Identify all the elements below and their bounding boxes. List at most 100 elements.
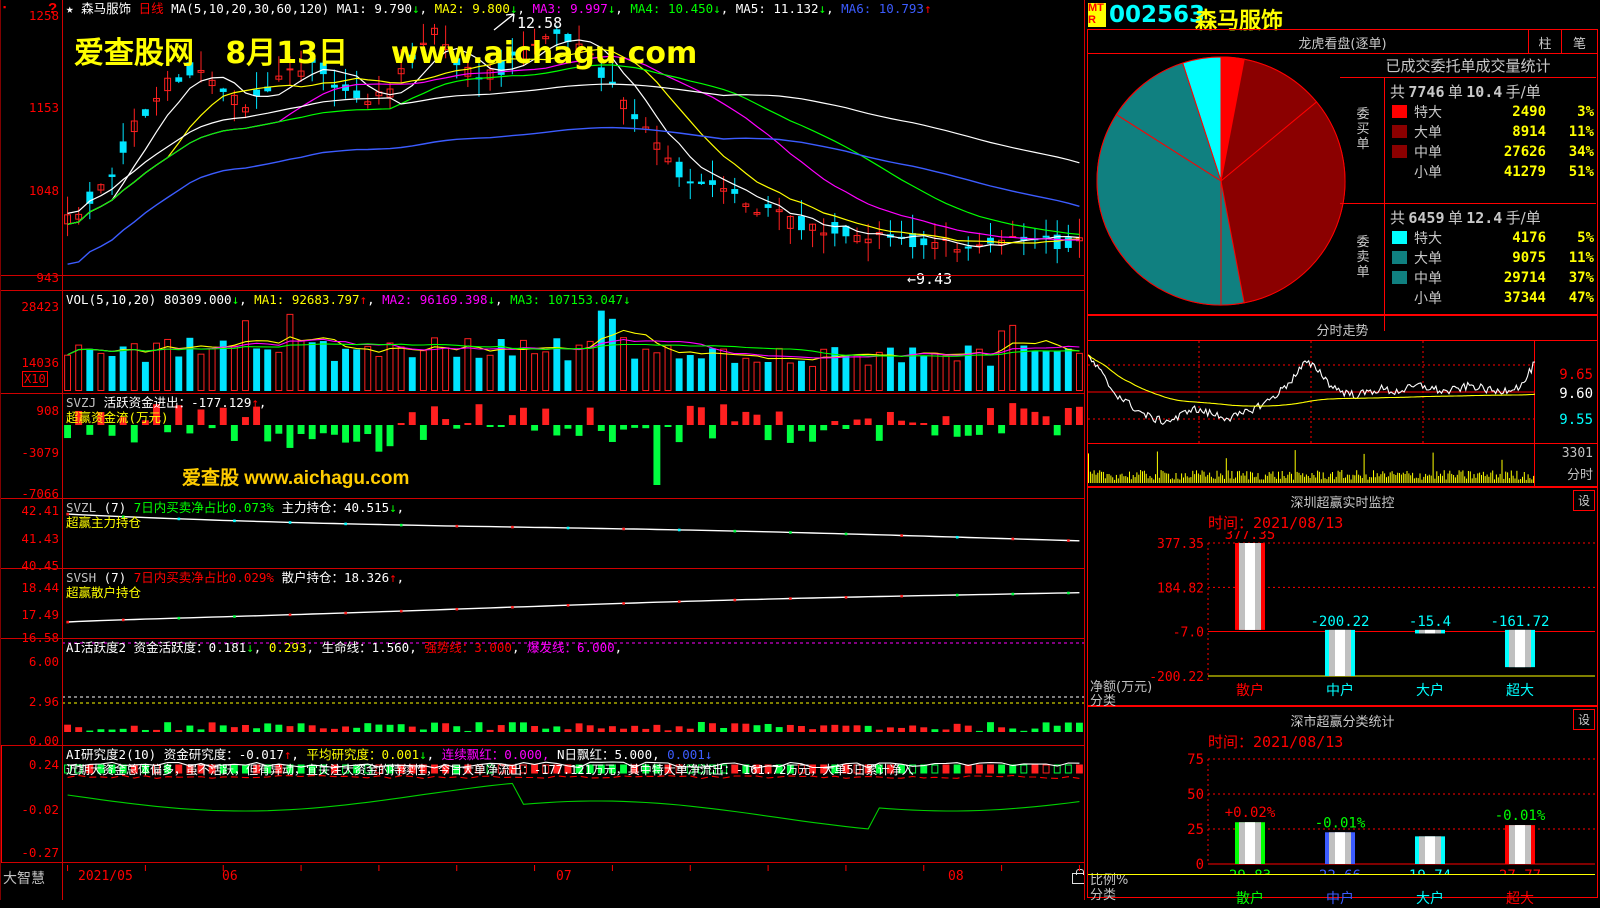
realtime-monitor-time: 时间：2021/08/13 xyxy=(1208,512,1343,533)
sell-summary-count: 6459 xyxy=(1408,209,1445,227)
svzj-panel[interactable]: SVZJ 活跃资金进出：-177.129↑, 超赢资金流(万元) 爱查股 www… xyxy=(62,395,1085,498)
sell-side-label: 委卖单 xyxy=(1356,235,1370,280)
svsh-ytick-2: 16.58 xyxy=(21,630,59,645)
intraday-svg xyxy=(1087,341,1536,443)
right-info-area: MT R 002563 森马服饰 龙虎看盘(逐单) 柱 笔 已成交委托单成交量统… xyxy=(1085,0,1600,907)
cursor-marker-icon: ▪ xyxy=(3,2,7,12)
classification-settings-button[interactable]: 设 xyxy=(1572,709,1595,730)
sell-swatch-1 xyxy=(1392,251,1407,264)
sell-row-2-pct: 37% xyxy=(1568,270,1594,286)
svg-text:-15.4: -15.4 xyxy=(1409,614,1451,630)
buy-row-3-name: 小单 xyxy=(1414,165,1442,181)
buy-swatch-0 xyxy=(1392,105,1407,118)
classification-baseline xyxy=(1088,874,1595,875)
ma3-arrow: ↓ xyxy=(607,1,616,16)
svzl-code: SVZL xyxy=(66,500,97,515)
ma4-arrow: ↓ xyxy=(713,1,721,16)
ai-activity-panel[interactable]: AI活跃度2 资金活跃度：0.181↓, 0.293, 生命线：1.560, 强… xyxy=(62,640,1085,745)
svg-text:377.35: 377.35 xyxy=(1225,531,1276,543)
classification-xlabel: 分类 xyxy=(1090,888,1117,903)
order-pie-chart xyxy=(1096,56,1346,309)
help-marker-icon[interactable]: ? xyxy=(48,0,58,17)
buy-swatch-1 xyxy=(1392,125,1407,138)
intraday-price-canvas xyxy=(1087,341,1536,446)
svsh-ytick-0: 18.44 xyxy=(21,580,59,595)
intraday-panel[interactable]: 分时走势 9.65 9.60 9.55 3301 分时 xyxy=(1087,315,1598,487)
order-tab-bi[interactable]: 笔 xyxy=(1561,30,1597,53)
ma5-arrow: ↓ xyxy=(818,1,827,16)
table-row[interactable]: 小单 41279 51% xyxy=(1390,162,1596,182)
realtime-monitor-svg: 377.35 184.82 -7.0 -200.22 377.35 -200.22 -15.… xyxy=(1149,531,1595,685)
classification-panel[interactable]: 深市超赢分类统计 设 时间：2021/08/13 75 50 25 0 +0.02% 29… xyxy=(1087,706,1598,907)
ma2-label: MA2: 9.800 xyxy=(434,1,510,16)
ai-research-panel[interactable]: AI研究度2(10) 资金研究度：-0.017↑, 平均研究度：0.001↓, … xyxy=(62,747,1085,862)
ai-activity-f3-label: 生命线： xyxy=(321,640,372,655)
kline-canvas xyxy=(64,23,1083,265)
volume-ytick-0: 28423 xyxy=(21,299,59,314)
table-row[interactable]: 特大 4176 5% xyxy=(1390,228,1596,248)
volume-panel[interactable]: VOL(5,10,20) 80309.000↓, MA1: 92683.797↑… xyxy=(62,292,1085,393)
buy-row-0-name: 特大 xyxy=(1414,105,1442,121)
svsh-sub: 超赢散户持仓 xyxy=(66,585,142,600)
ai-activity-f4-label: 强势线： xyxy=(424,640,475,655)
classification-category-2: 大户 xyxy=(1416,891,1444,907)
market-badge-top: MT xyxy=(1088,2,1104,14)
buy-row-3-count: 41279 xyxy=(1503,164,1546,180)
volume-scale-badge: X10 xyxy=(22,371,48,387)
svzl-ytick-1: 41.43 xyxy=(21,531,59,546)
table-row[interactable]: 小单 37344 47% xyxy=(1390,288,1596,308)
table-row[interactable]: 大单 9075 11% xyxy=(1390,248,1596,268)
kline-ytick-2: 1048 xyxy=(28,183,59,198)
kline-low-label: ←9.43 xyxy=(907,270,953,288)
order-tab-bi-label: 笔 xyxy=(1572,37,1586,52)
sell-row-0-name: 特大 xyxy=(1414,231,1442,247)
table-row[interactable]: 大单 8914 11% xyxy=(1390,122,1596,142)
market-badge-bottom: R xyxy=(1088,14,1096,26)
sell-swatch-0 xyxy=(1392,231,1407,244)
svg-text:184.82: 184.82 xyxy=(1157,581,1204,596)
kline-panel[interactable]: ★ 森马服饰 日线 MA(5,10,20,30,60,120) MA1: 9.7… xyxy=(62,0,1085,290)
svzl-panel[interactable]: SVZL (7) 7日内买卖净占比0.073% 主力持仓：40.515↓, 超赢… xyxy=(62,500,1085,568)
svg-text:0: 0 xyxy=(1196,857,1204,873)
watermark-line1: 爱查股网 8月13日 www.aichagu.com xyxy=(74,36,698,71)
kline-ytick-1: 1153 xyxy=(28,100,59,115)
kline-period[interactable]: 日线 xyxy=(138,1,164,16)
buy-swatch-3 xyxy=(1392,165,1407,178)
svzl-canvas xyxy=(66,512,1080,542)
intraday-vol-top: 3301 xyxy=(1561,446,1593,461)
ai-activity-f5-value: 6.000 xyxy=(577,640,615,655)
stock-header: MT R 002563 森马服饰 xyxy=(1085,0,1600,34)
x-label-3: 08 xyxy=(948,869,964,884)
order-tab-zhu[interactable]: 柱 xyxy=(1528,30,1561,53)
svzj-code: SVZJ xyxy=(66,395,97,410)
table-row[interactable]: 中单 27626 34% xyxy=(1390,142,1596,162)
svsh-panel[interactable]: SVSH (7) 7日内买卖净占比0.029% 散户持仓：18.326↑, 超赢… xyxy=(62,570,1085,638)
kline-stock-name: 森马服饰 xyxy=(81,1,132,16)
x-axis-strip: 大智慧 2021/05 06 07 08 xyxy=(0,863,1085,900)
realtime-monitor-settings-button[interactable]: 设 xyxy=(1572,490,1595,511)
realtime-monitor-ylabel: 净额(万元) xyxy=(1090,680,1153,695)
ai-activity-f4-value: 3.000 xyxy=(474,640,512,655)
x-label-2: 07 xyxy=(556,869,572,884)
sell-avg: 12.4 xyxy=(1466,209,1503,227)
ma3-label: MA3: 9.997 xyxy=(532,1,608,16)
ai-activity-f3-value: 1.560 xyxy=(371,640,410,655)
sell-summary-unit: 单 xyxy=(1447,209,1463,227)
svg-text:27.77: 27.77 xyxy=(1499,868,1541,874)
ai-activity-ytick-0: 6.00 xyxy=(28,654,59,669)
realtime-monitor-panel[interactable]: 深圳超赢实时监控 设 时间：2021/08/13 377.35 184.82 -7.… xyxy=(1087,487,1598,709)
svzj-ytick-0: 908 xyxy=(36,403,59,418)
ai-research-title: AI研究度2(10) xyxy=(66,747,157,762)
svsh-pos-value: 18.326 xyxy=(343,570,390,585)
classification-time: 时间：2021/08/13 xyxy=(1208,731,1343,752)
table-row[interactable]: 中单 29714 37% xyxy=(1390,268,1596,288)
table-row[interactable]: 特大 2490 3% xyxy=(1390,102,1596,122)
intraday-ytick-2: 9.55 xyxy=(1559,412,1593,428)
buy-swatch-2 xyxy=(1392,145,1407,158)
sell-row-3-count: 37344 xyxy=(1503,290,1546,306)
svzl-ratio-label: 7日内买卖净占比 xyxy=(133,500,229,515)
realtime-monitor-title: 深圳超赢实时监控 xyxy=(1290,496,1395,511)
svzl-ytick-2: 40.45 xyxy=(21,558,59,573)
ai-research-f2-value: 0.001 xyxy=(381,747,420,762)
svsh-code: SVSH xyxy=(66,570,97,585)
